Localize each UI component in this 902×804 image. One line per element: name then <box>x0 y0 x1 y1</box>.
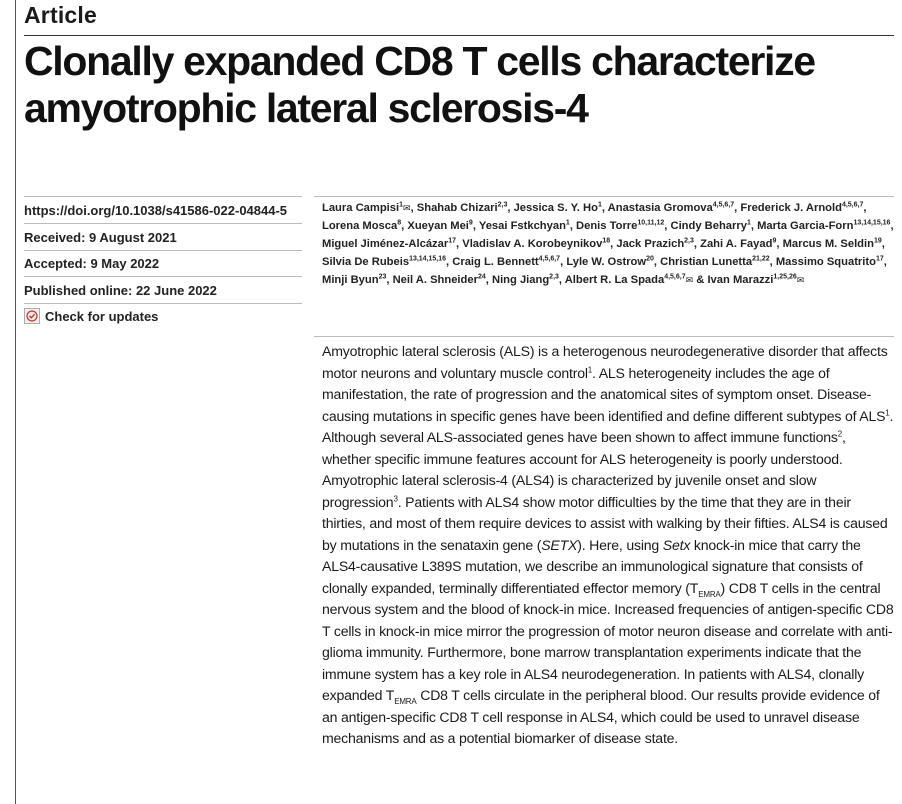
author-affiliation: 2,3 <box>684 237 694 245</box>
author-affiliation: 2,3 <box>549 272 559 280</box>
author-name[interactable]: Neil A. Shneider <box>392 273 478 286</box>
author-affiliation: 1,25,26 <box>773 272 797 280</box>
author-affiliation: 17 <box>875 254 884 262</box>
author-affiliation: 4,5,6,7 <box>841 201 864 209</box>
author-name[interactable]: Shahab Chizari <box>416 202 498 214</box>
author-name[interactable]: Marcus M. Seldin <box>782 237 874 250</box>
meta-divider <box>24 250 302 251</box>
doi-link[interactable]: https://doi.org/10.1038/s41586-022-04844… <box>24 203 288 218</box>
author-name[interactable]: Denis Torre <box>576 219 638 232</box>
author-affiliation: 19 <box>873 237 882 245</box>
author-affiliation: 1 <box>746 219 751 227</box>
author-name[interactable]: Jessica S. Y. Ho <box>513 202 598 214</box>
author-affiliation: 8 <box>397 219 402 227</box>
author-name[interactable]: Albert R. La Spada <box>564 273 665 286</box>
update-badge-icon <box>24 308 40 324</box>
received-date: Received: 9 August 2021 <box>24 230 177 245</box>
author-affiliation: 18 <box>602 237 611 245</box>
author-affiliation: 2,3 <box>497 201 508 209</box>
accepted-date: Accepted: 9 May 2022 <box>24 256 160 271</box>
meta-divider <box>24 303 302 304</box>
author-name[interactable]: Yesai Fstkchyan <box>478 219 566 232</box>
author-affiliation: 13,14,15,16 <box>853 219 891 227</box>
author-name[interactable]: Minji Byun <box>322 273 379 286</box>
author-name[interactable]: Ning Jiang <box>491 273 550 286</box>
author-name[interactable]: Craig L. Bennett <box>452 255 539 268</box>
published-date: Published online: 22 June 2022 <box>24 283 217 298</box>
author-affiliation: 4,5,6,7 <box>538 254 561 262</box>
author-affiliation: 9 <box>468 219 473 227</box>
author-name[interactable]: Laura Campisi <box>322 202 400 214</box>
author-name[interactable]: Massimo Squatrito <box>775 255 876 268</box>
author-name[interactable]: Lyle W. Ostrow <box>566 255 647 268</box>
meta-divider <box>24 276 302 277</box>
author-list: Laura Campisi1✉, Shahab Chizari2,3, Jess… <box>322 201 894 286</box>
author-name[interactable]: Jack Prazich <box>616 237 685 250</box>
author-name[interactable]: Xueyan Mei <box>407 219 469 232</box>
author-name[interactable]: Miguel Jiménez-Alcázar <box>322 237 449 250</box>
author-name[interactable]: Cindy Beharry <box>670 219 747 232</box>
author-affiliation: 13,14,15,16 <box>409 254 447 262</box>
abstract-text: Amyotrophic lateral sclerosis (ALS) is a… <box>322 343 894 746</box>
left-margin-rule <box>15 0 16 804</box>
article-type-label: Article <box>24 2 97 28</box>
author-name[interactable]: Frederick J. Arnold <box>740 202 842 214</box>
meta-divider-top <box>24 196 302 197</box>
author-name[interactable]: Silvia De Rubeis <box>322 255 410 268</box>
email-icon[interactable]: ✉ <box>796 274 805 285</box>
author-name[interactable]: Zahi A. Fayad <box>700 237 773 250</box>
author-affiliation: 17 <box>448 237 457 245</box>
header-divider <box>24 35 894 36</box>
author-affiliation: 24 <box>477 272 486 280</box>
meta-divider <box>24 223 302 224</box>
authors-divider <box>314 196 894 197</box>
author-name[interactable]: Lorena Mosca <box>322 219 398 232</box>
author-affiliation: 1 <box>597 201 602 209</box>
abstract-divider <box>314 336 894 337</box>
author-affiliation: 1 <box>565 219 570 227</box>
author-affiliation: 21,22 <box>752 254 770 262</box>
check-for-updates-button[interactable]: Check for updates <box>24 308 158 324</box>
author-affiliation: 23 <box>378 272 387 280</box>
author-name[interactable]: Ivan Marazzi <box>707 273 774 286</box>
author-name[interactable]: Marta Garcia-Forn <box>757 219 854 232</box>
author-affiliation: 9 <box>772 237 777 245</box>
author-affiliation: 1 <box>399 201 404 209</box>
article-title: Clonally expanded CD8 T cells characteri… <box>24 38 816 131</box>
author-affiliation: 20 <box>646 254 654 262</box>
author-name[interactable]: Christian Lunetta <box>660 255 753 268</box>
author-name[interactable]: Vladislav A. Korobeynikov <box>462 237 603 250</box>
email-icon[interactable]: ✉ <box>685 274 694 285</box>
check-for-updates-label: Check for updates <box>45 308 159 324</box>
author-name[interactable]: Anastasia Gromova <box>607 202 713 214</box>
author-affiliation: 10,11,12 <box>637 219 665 227</box>
author-affiliation: 4,5,6,7 <box>664 272 686 280</box>
email-icon[interactable]: ✉ <box>403 203 411 213</box>
author-affiliation: 4,5,6,7 <box>712 201 735 209</box>
